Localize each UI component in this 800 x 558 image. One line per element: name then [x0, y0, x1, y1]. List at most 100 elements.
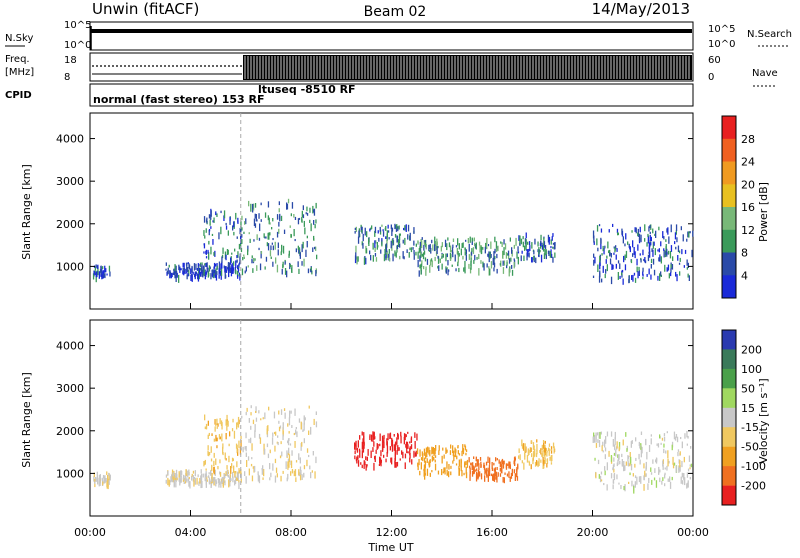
echo-mark-0-6-19: [518, 235, 520, 241]
echo-mark-1-1-153: [237, 472, 239, 481]
echo-mark-1-7-66: [537, 461, 539, 468]
echo-mark-0-1-68: [230, 269, 233, 277]
echo-mark-1-8-166: [629, 452, 631, 457]
echo-mark-0-3-0: [313, 208, 316, 216]
echo-mark-1-2-21: [240, 435, 242, 440]
echo-mark-1-1-53: [167, 477, 169, 486]
echo-mark-1-4-87: [356, 447, 359, 453]
echo-mark-0-5-73: [417, 259, 419, 268]
echo-mark-1-4-126: [396, 437, 398, 445]
echo-mark-1-8-40: [654, 468, 656, 473]
echo-mark-0-2-48: [236, 255, 238, 259]
echo-mark-0-5-1: [509, 237, 511, 242]
echo-mark-0-4-108: [360, 226, 362, 232]
echo-mark-1-3-50: [250, 412, 252, 416]
echo-mark-1-8-154: [658, 472, 660, 475]
echo-mark-1-4-41: [399, 458, 401, 461]
echo-mark-1-3-98: [287, 423, 289, 427]
echo-mark-0-7-123: [654, 248, 656, 256]
echo-mark-0-7-210: [619, 263, 621, 269]
echo-mark-1-4-133: [376, 446, 378, 450]
echo-mark-1-7-78: [531, 440, 533, 444]
echo-mark-0-5-137: [424, 240, 426, 243]
echo-mark-1-2-42: [231, 428, 234, 432]
echo-mark-0-6-63: [531, 242, 533, 249]
echo-mark-0-5-42: [432, 244, 434, 251]
echo-mark-0-7-53: [632, 274, 634, 282]
echo-mark-1-0-27: [107, 475, 109, 483]
echo-mark-1-3-5: [262, 417, 264, 420]
echo-mark-0-3-148: [312, 247, 314, 252]
echo-mark-1-8-60: [599, 431, 601, 439]
echo-mark-0-7-161: [689, 231, 691, 234]
echo-mark-0-5-78: [484, 246, 486, 254]
echo-mark-0-5-219: [437, 255, 439, 259]
echo-mark-1-5-38: [434, 448, 436, 455]
echo-mark-1-4-92: [355, 445, 357, 451]
echo-mark-1-6-106: [497, 472, 499, 477]
echo-mark-1-7-59: [550, 448, 552, 451]
echo-mark-1-0-16: [102, 481, 104, 486]
echo-mark-0-5-176: [419, 246, 421, 253]
echo-mark-1-3-123: [295, 460, 298, 463]
nsearch-label: N.Search: [747, 29, 792, 40]
echo-mark-0-5-149: [435, 245, 438, 251]
echo-mark-0-4-122: [361, 230, 363, 233]
xtick-label-5: 20:00: [577, 526, 609, 539]
echo-mark-1-8-10: [674, 436, 677, 441]
echo-mark-0-4-88: [387, 230, 390, 233]
echo-mark-0-0-4: [104, 273, 106, 279]
echo-mark-0-1-56: [232, 266, 234, 273]
echo-mark-1-8-179: [681, 460, 683, 468]
echo-mark-1-2-40: [219, 459, 221, 464]
echo-mark-1-1-121: [193, 477, 196, 480]
echo-mark-1-1-102: [176, 474, 178, 479]
echo-mark-1-4-118: [363, 460, 365, 466]
echo-mark-1-6-98: [514, 473, 516, 481]
echo-mark-0-4-113: [357, 256, 359, 262]
echo-mark-1-8-59: [672, 456, 674, 465]
echo-mark-0-5-175: [494, 248, 496, 254]
echo-mark-1-8-189: [612, 439, 614, 447]
echo-mark-1-3-96: [291, 450, 293, 456]
echo-mark-0-1-61: [173, 269, 175, 272]
echo-mark-0-4-50: [374, 246, 376, 252]
echo-mark-0-4-16: [375, 257, 378, 262]
echo-mark-1-8-12: [678, 467, 680, 473]
echo-mark-0-7-28: [615, 263, 617, 269]
power-bar-tick-2: 20: [741, 178, 755, 191]
echo-mark-0-5-87: [464, 267, 466, 274]
echo-mark-1-8-43: [679, 451, 681, 456]
echo-mark-1-4-105: [375, 449, 377, 454]
echo-mark-1-5-73: [452, 445, 454, 453]
echo-mark-1-8-51: [686, 472, 689, 478]
echo-mark-0-5-110: [507, 250, 510, 256]
echo-mark-1-5-35: [426, 468, 429, 476]
echo-mark-1-4-85: [411, 459, 413, 465]
echo-mark-1-4-136: [405, 434, 407, 438]
echo-mark-0-3-146: [297, 261, 299, 267]
echo-mark-1-8-78: [625, 461, 627, 466]
echo-mark-0-4-119: [397, 226, 399, 232]
echo-mark-1-6-44: [492, 474, 494, 481]
cpid-panel: [89, 83, 694, 107]
echo-mark-0-1-123: [203, 269, 206, 277]
echo-mark-0-1-141: [187, 267, 189, 272]
echo-mark-1-3-142: [255, 411, 257, 413]
echo-mark-0-3-135: [302, 241, 304, 249]
echo-mark-1-7-35: [536, 460, 538, 466]
echo-mark-0-6-35: [540, 234, 542, 240]
echo-mark-1-8-147: [640, 431, 643, 435]
echo-mark-1-4-125: [390, 457, 392, 463]
echo-mark-1-8-101: [672, 463, 675, 469]
echo-mark-1-6-51: [495, 457, 497, 462]
echo-mark-1-6-70: [486, 473, 488, 478]
echo-mark-0-3-122: [270, 245, 272, 250]
echo-mark-0-5-70: [496, 253, 498, 259]
echo-mark-0-2-7: [236, 259, 238, 263]
echo-mark-1-4-79: [397, 445, 399, 452]
echo-mark-1-8-103: [608, 450, 610, 457]
echo-mark-0-5-19: [461, 243, 463, 248]
echo-mark-1-8-167: [606, 462, 608, 471]
echo-mark-1-8-205: [648, 477, 650, 483]
